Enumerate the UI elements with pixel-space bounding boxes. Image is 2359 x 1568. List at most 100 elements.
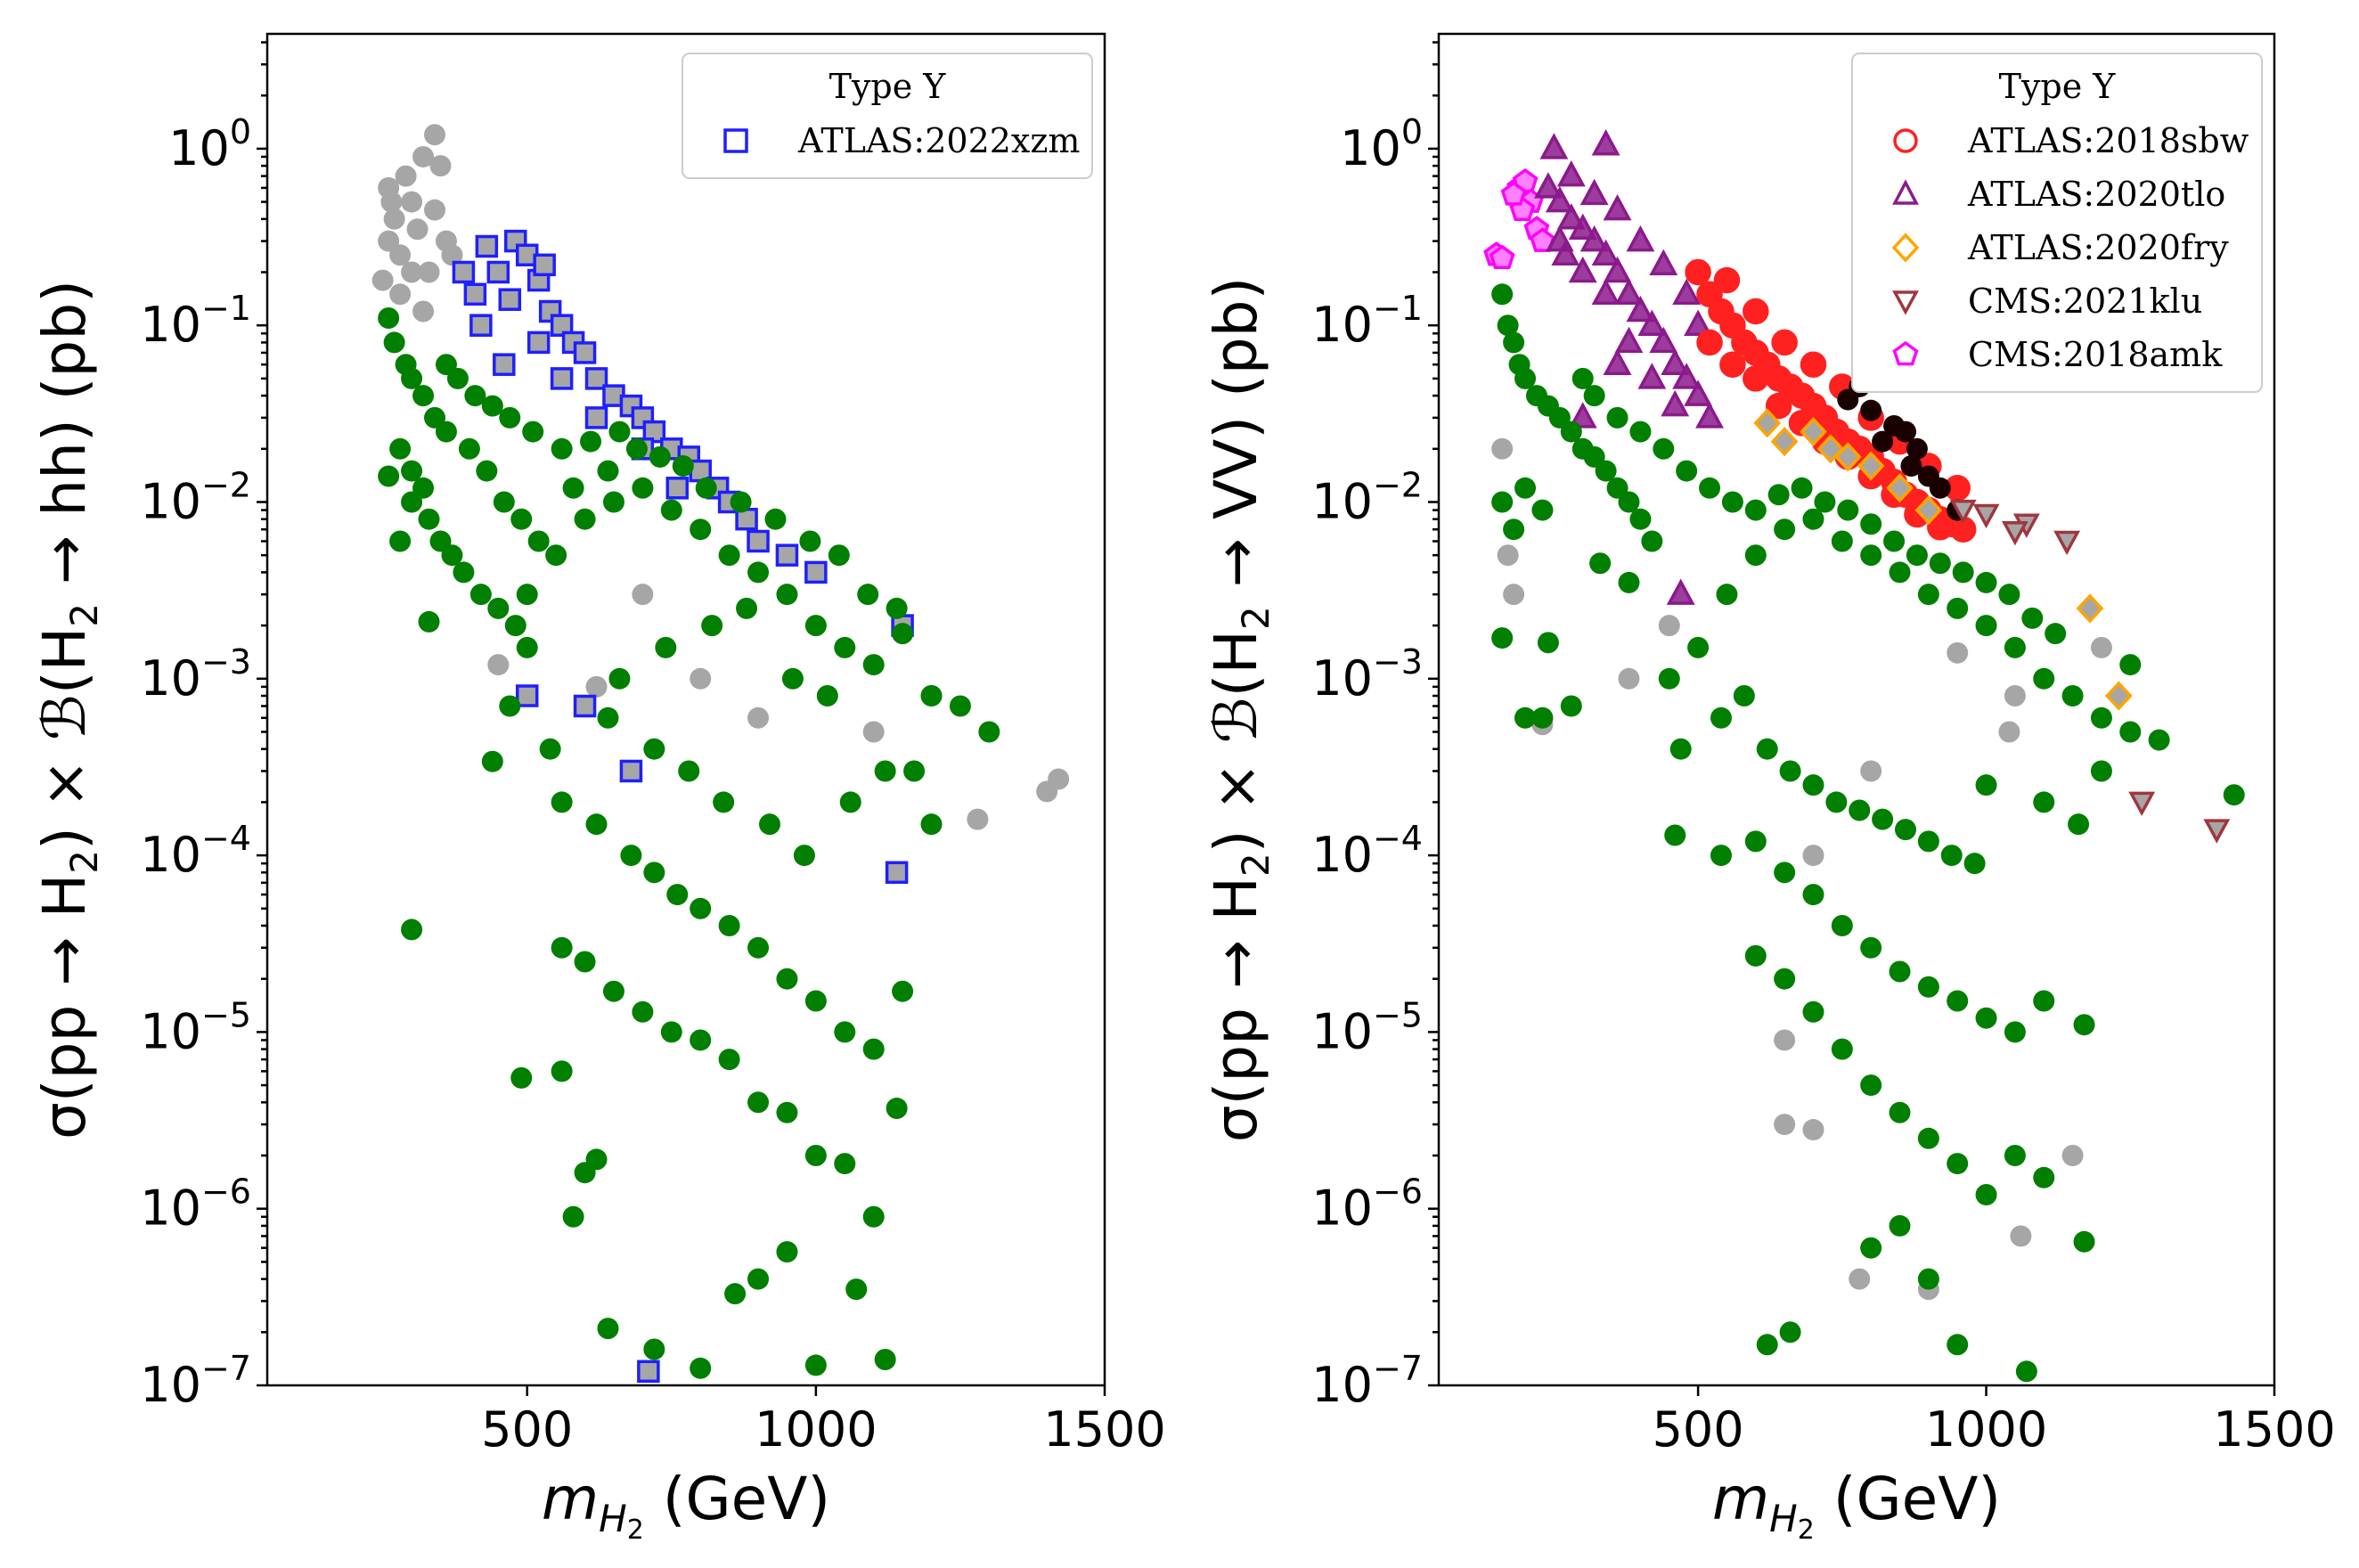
- data-point: [1802, 884, 1824, 906]
- data-point: [655, 636, 677, 658]
- data-point: [845, 1278, 868, 1301]
- data-point: [1568, 256, 1597, 283]
- data-point: [1917, 1127, 1939, 1149]
- data-point: [580, 430, 602, 453]
- scatter-points: [1483, 129, 2245, 1383]
- data-point: [1831, 1038, 1853, 1060]
- data-point: [1614, 326, 1644, 354]
- x-axis-label: mH2 (GeV): [542, 1465, 830, 1546]
- data-point: [747, 561, 770, 584]
- data-point: [1825, 791, 1848, 813]
- data-point: [776, 968, 798, 990]
- data-point: [383, 208, 405, 230]
- data-point: [1579, 178, 1609, 206]
- data-point: [1503, 584, 1525, 606]
- data-point: [1765, 392, 1792, 420]
- data-point: [1649, 326, 1678, 354]
- data-point: [724, 1283, 747, 1305]
- data-point: [690, 519, 712, 541]
- x-tick-label: 1000: [755, 1401, 877, 1458]
- legend-title: Type Y: [1999, 67, 2117, 106]
- data-point: [1774, 1114, 1796, 1136]
- data-point: [1684, 309, 1713, 336]
- data-point: [371, 269, 394, 291]
- data-point: [1489, 244, 1515, 270]
- data-point: [620, 845, 642, 867]
- data-point: [418, 261, 440, 283]
- data-point: [672, 455, 694, 478]
- data-point: [1802, 508, 1824, 530]
- data-point: [1802, 1119, 1824, 1141]
- data-point: [412, 145, 435, 167]
- data-point: [2076, 593, 2104, 624]
- data-point: [1672, 363, 1702, 389]
- data-point: [378, 230, 400, 252]
- data-point: [2033, 791, 2055, 813]
- data-point: [418, 508, 440, 530]
- data-point: [1603, 256, 1632, 283]
- data-point: [1676, 460, 1698, 482]
- data-point: [1603, 348, 1632, 375]
- data-point: [1571, 367, 1594, 389]
- data-point: [1560, 421, 1582, 443]
- data-point: [857, 584, 879, 606]
- data-point: [1963, 853, 1986, 875]
- data-point: [527, 530, 550, 552]
- data-point: [643, 862, 665, 884]
- data-point: [665, 477, 690, 500]
- y-tick-label: 100: [168, 112, 251, 176]
- data-point: [585, 675, 608, 698]
- data-point: [1637, 309, 1667, 336]
- data-point: [1661, 389, 1690, 417]
- data-point: [2033, 990, 2055, 1012]
- data-point: [499, 406, 521, 429]
- data-point: [718, 544, 740, 567]
- data-point: [608, 421, 631, 443]
- data-point: [1743, 298, 1769, 325]
- data-point: [1595, 460, 1617, 482]
- data-point: [1929, 552, 1951, 575]
- y-tick-label: 10−3: [1311, 642, 1423, 706]
- data-point: [533, 253, 556, 277]
- data-point: [2068, 813, 2090, 836]
- data-point: [718, 915, 740, 937]
- data-point: [1514, 706, 1537, 729]
- y-axis-label: σ(pp → H2) × ℬ(H2 → hh) (pb): [30, 280, 106, 1139]
- data-point: [775, 543, 799, 567]
- data-point: [2010, 1225, 2032, 1247]
- data-point: [2119, 654, 2142, 676]
- data-point: [764, 508, 787, 530]
- data-point: [1658, 667, 1680, 690]
- data-point: [584, 406, 608, 429]
- data-point: [469, 584, 492, 606]
- data-point: [886, 597, 908, 619]
- data-point: [632, 1000, 654, 1023]
- data-point: [666, 884, 689, 906]
- data-point: [1710, 706, 1732, 729]
- data-point: [1530, 227, 1555, 252]
- data-point: [526, 331, 551, 355]
- data-point: [469, 314, 493, 337]
- data-point: [424, 199, 445, 221]
- data-point: [550, 367, 574, 390]
- data-point: [522, 421, 544, 443]
- data-point: [401, 191, 423, 213]
- data-point: [2021, 607, 2044, 629]
- data-point: [1889, 1101, 1911, 1123]
- y-tick-label: 10−7: [140, 1349, 251, 1413]
- data-point: [690, 667, 712, 690]
- y-tick-label: 10−6: [1311, 1172, 1423, 1237]
- data-point: [1833, 442, 1862, 472]
- data-point: [747, 1091, 770, 1114]
- legend-marker: [1892, 290, 1919, 315]
- data-point: [1551, 239, 1580, 266]
- legend-marker: [723, 128, 748, 153]
- data-point: [2148, 729, 2170, 751]
- data-point: [701, 615, 723, 637]
- data-point: [1744, 544, 1767, 567]
- data-point: [1779, 1321, 1801, 1343]
- data-point: [874, 760, 896, 782]
- x-tick-label: 500: [1653, 1401, 1744, 1458]
